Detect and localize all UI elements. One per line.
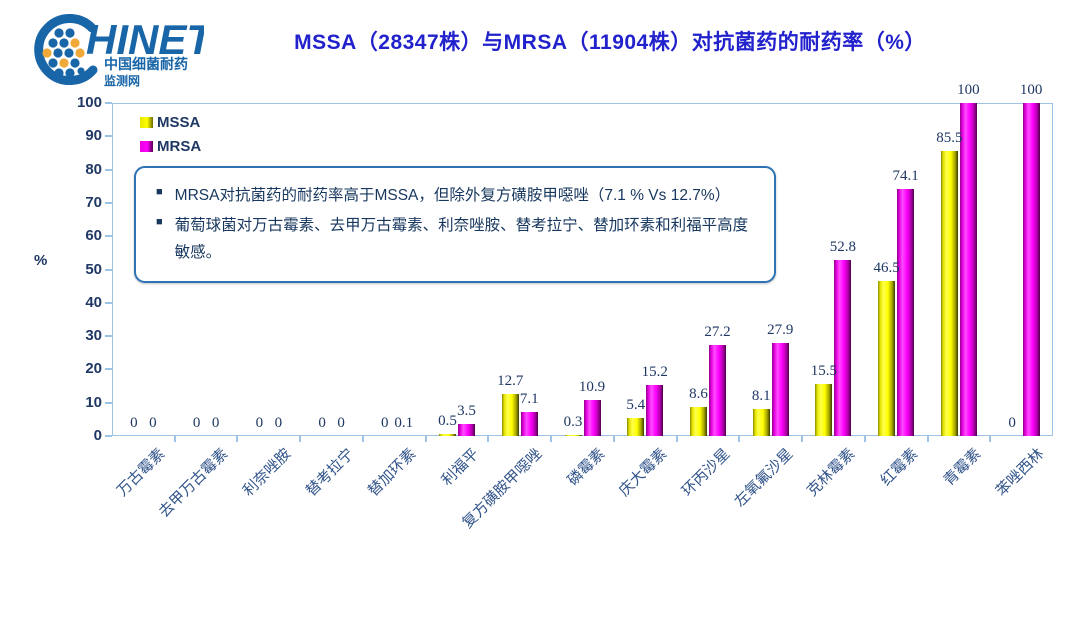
bullet-square-icon: ■ (156, 186, 163, 209)
value-label-mssa-磷霉素: 0.3 (541, 414, 605, 431)
bar-mssa-青霉素 (941, 151, 958, 436)
y-tick-mark (105, 235, 112, 237)
x-tick-mark (174, 436, 176, 442)
bar-mssa-利福平 (439, 434, 456, 436)
bar-mssa-克林霉素 (815, 384, 832, 436)
x-tick-mark (362, 436, 364, 442)
value-label-mssa-青霉素: 85.5 (917, 130, 981, 147)
y-tick-label: 30 (42, 327, 102, 344)
x-tick-mark (927, 436, 929, 442)
bar-mrsa-复方磺胺甲噁唑 (521, 412, 538, 436)
legend-swatch-mrsa-icon (140, 141, 153, 152)
x-tick-mark (299, 436, 301, 442)
y-tick-mark (105, 269, 112, 271)
value-label-mssa-庆大霉素: 5.4 (604, 397, 668, 414)
bar-mssa-红霉素 (878, 281, 895, 436)
value-label-mssa-苯唑西林: 0 (980, 415, 1044, 432)
y-tick-mark (105, 435, 112, 437)
bar-mssa-庆大霉素 (627, 418, 644, 436)
value-label-mssa-左氧氟沙星: 8.1 (729, 388, 793, 405)
y-tick-label: 100 (42, 94, 102, 111)
y-tick-mark (105, 402, 112, 404)
y-tick-mark (105, 102, 112, 104)
y-tick-mark (105, 335, 112, 337)
bar-mrsa-苯唑西林 (1023, 103, 1040, 436)
value-label-mrsa-红霉素: 74.1 (874, 168, 938, 185)
bar-mrsa-青霉素 (960, 103, 977, 436)
x-tick-mark (550, 436, 552, 442)
value-label-mrsa-庆大霉素: 15.2 (623, 364, 687, 381)
legend: MSSA MRSA (140, 110, 201, 158)
value-label-mrsa-克林霉素: 52.8 (811, 239, 875, 256)
x-tick-mark (864, 436, 866, 442)
y-tick-mark (105, 135, 112, 137)
y-tick-label: 20 (42, 360, 102, 377)
x-tick-mark (989, 436, 991, 442)
annotation-bullet-1: ■ MRSA对抗菌药的耐药率高于MSSA，但除外复方磺胺甲噁唑（7.1 % Vs … (152, 182, 758, 209)
value-label-mssa-环丙沙星: 8.6 (666, 386, 730, 403)
logo-subtitle2: 监测网 (104, 73, 140, 88)
value-label-mrsa-利福平: 3.5 (435, 403, 499, 420)
y-tick-mark (105, 302, 112, 304)
x-tick-mark (236, 436, 238, 442)
chart-title: MSSA（28347株）与MRSA（11904株）对抗菌药的耐药率（%） (150, 26, 1070, 56)
legend-item-mrsa: MRSA (140, 134, 201, 158)
y-tick-label: 80 (42, 161, 102, 178)
value-label-mrsa-苯唑西林: 100 (999, 82, 1063, 99)
y-tick-label: 60 (42, 227, 102, 244)
y-tick-label: 50 (42, 261, 102, 278)
y-tick-mark (105, 202, 112, 204)
x-tick-mark (738, 436, 740, 442)
bar-mrsa-红霉素 (897, 189, 914, 436)
bar-mssa-磷霉素 (565, 435, 582, 436)
y-tick-label: 40 (42, 294, 102, 311)
x-tick-mark (801, 436, 803, 442)
value-label-mrsa-青霉素: 100 (936, 82, 1000, 99)
y-tick-mark (105, 368, 112, 370)
logo-subtitle1: 中国细菌耐药 (104, 56, 188, 72)
value-label-mrsa-环丙沙星: 27.2 (685, 324, 749, 341)
y-tick-label: 0 (42, 427, 102, 444)
value-label-mssa-复方磺胺甲噁唑: 12.7 (478, 373, 542, 390)
value-label-mssa-克林霉素: 15.5 (792, 363, 856, 380)
y-tick-label: 70 (42, 194, 102, 211)
value-label-mrsa-复方磺胺甲噁唑: 7.1 (497, 391, 561, 408)
value-label-mrsa-左氧氟沙星: 27.9 (748, 322, 812, 339)
annotation-bullet-text-1: MRSA对抗菌药的耐药率高于MSSA，但除外复方磺胺甲噁唑（7.1 % Vs 1… (175, 182, 731, 209)
y-tick-mark (105, 169, 112, 171)
x-tick-mark (613, 436, 615, 442)
y-tick-label: 90 (42, 127, 102, 144)
value-label-mrsa-磷霉素: 10.9 (560, 379, 624, 396)
x-tick-mark (487, 436, 489, 442)
bar-mrsa-克林霉素 (834, 260, 851, 436)
legend-label-mssa: MSSA (157, 114, 200, 131)
annotation-box: ■ MRSA对抗菌药的耐药率高于MSSA，但除外复方磺胺甲噁唑（7.1 % Vs … (134, 166, 776, 283)
bar-mssa-环丙沙星 (690, 407, 707, 436)
legend-swatch-mssa-icon (140, 117, 153, 128)
y-tick-label: 10 (42, 394, 102, 411)
x-tick-mark (676, 436, 678, 442)
annotation-bullet-2: ■葡萄球菌对万古霉素、去甲万古霉素、利奈唑胺、替考拉宁、替加环素和利福平高度敏感… (152, 212, 758, 266)
bar-mssa-左氧氟沙星 (753, 409, 770, 436)
value-label-mssa-红霉素: 46.5 (855, 260, 919, 277)
legend-item-mssa: MSSA (140, 110, 201, 134)
legend-label-mrsa: MRSA (157, 138, 201, 155)
annotation-bullet-text-2: 葡萄球菌对万古霉素、去甲万古霉素、利奈唑胺、替考拉宁、替加环素和利福平高度敏感。 (175, 212, 758, 266)
x-tick-mark (425, 436, 427, 442)
bullet-square-icon: ■ (156, 216, 163, 266)
